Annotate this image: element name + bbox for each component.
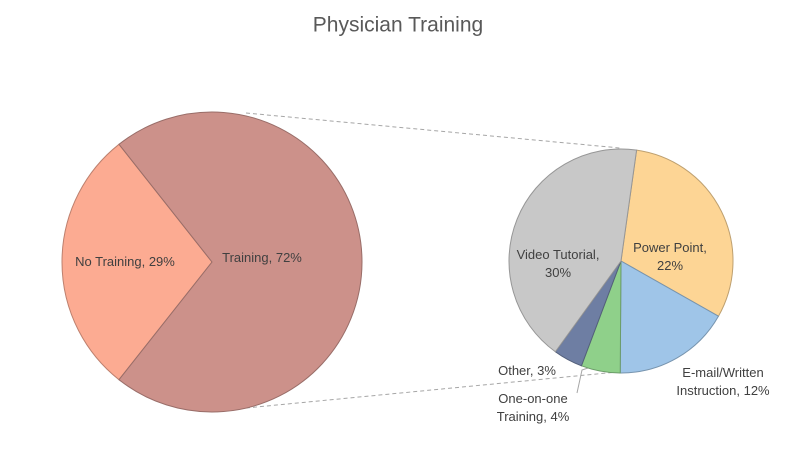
data-label: E-mail/Written Instruction, 12% [676,365,770,398]
leader-line [576,367,589,394]
chart-title: Physician Training [313,14,483,37]
pie-slice [118,111,363,413]
data-label: No Training, 29% [75,254,175,269]
data-label: Training, 72% [222,250,302,265]
connector [245,371,618,409]
pie-slice [508,148,638,353]
data-label: Power Point, 22% [633,240,707,273]
data-label: One-on-one Training, 4% [496,391,570,424]
pie-slice [61,143,213,381]
data-label: Video Tutorial, 30% [516,247,600,280]
data-label: Other, 3% [498,363,556,378]
pie-slice [619,260,720,374]
pie-slice [620,149,734,317]
